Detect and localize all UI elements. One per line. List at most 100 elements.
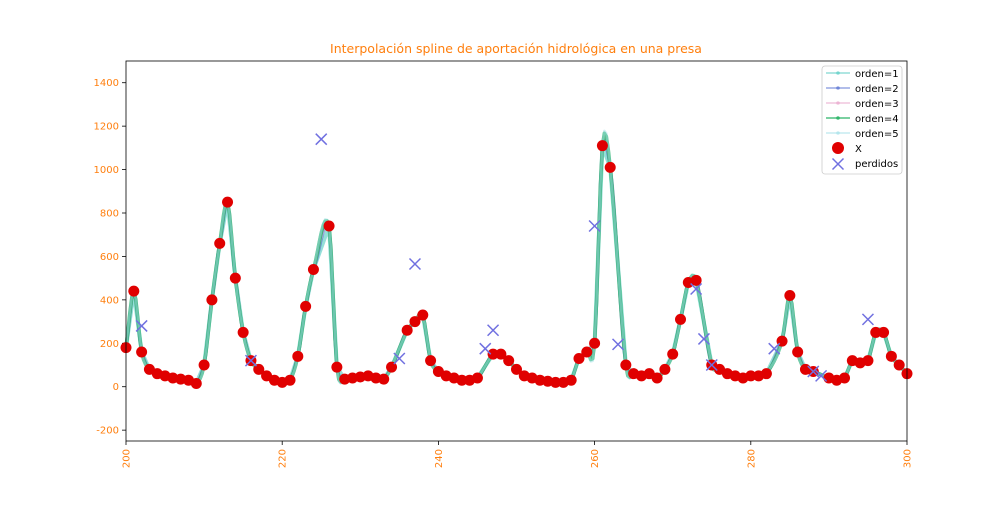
observed-point (307, 263, 319, 275)
missing-point (861, 313, 874, 326)
observed-point (511, 363, 522, 375)
x-tick-label: 200 (122, 449, 133, 468)
missing-point (807, 365, 820, 378)
legend-label-orden3: orden=3 (855, 99, 899, 110)
legend-item-missing: perdidos (831, 157, 898, 171)
observed-point (222, 196, 234, 208)
observed-point (870, 326, 882, 338)
missing-point (611, 338, 625, 351)
missing-point (815, 369, 828, 382)
missing-point (479, 342, 492, 355)
observed-point (292, 350, 304, 362)
missing-point (768, 342, 781, 355)
x-tick-label: 260 (590, 449, 601, 468)
observed-point (190, 377, 202, 389)
y-tick-label: 1000 (94, 165, 119, 176)
missing-point (393, 352, 406, 365)
missing-point (244, 354, 257, 367)
y-tick-label: -200 (96, 426, 119, 437)
observed-point (229, 272, 241, 284)
plot-frame (125, 60, 908, 442)
observed-point (862, 355, 874, 367)
legend-item-orden5: orden=5 (826, 129, 899, 140)
observed-point (214, 237, 226, 249)
y-tick-label: 600 (100, 252, 119, 263)
observed-point (675, 313, 687, 325)
missing-point (487, 324, 500, 337)
missing-point (697, 332, 710, 345)
observed-point (659, 363, 671, 375)
x-tick-label: 300 (903, 449, 914, 468)
observed-point (620, 359, 632, 371)
observed-point (604, 161, 616, 173)
y-tick-label: 200 (100, 339, 119, 350)
observed-point (550, 376, 562, 388)
observed-point (417, 309, 429, 321)
axes: -200 0 200 400 600 800 1000 1200 1400 200 220 240 26… (94, 78, 914, 468)
legend-label-observed: X (855, 144, 862, 155)
legend-label-orden1: orden=1 (855, 69, 899, 80)
legend-item-orden3: orden=3 (826, 99, 899, 110)
observed-point (425, 355, 437, 367)
legend: orden=1 orden=2 orden=3 orden=4 orden=5 (821, 65, 903, 175)
observed-point (792, 346, 804, 358)
y-tick-label: 800 (100, 209, 119, 220)
observed-point (136, 346, 148, 358)
observed-point (573, 352, 585, 364)
observed-point (378, 373, 390, 385)
observed-point (198, 359, 210, 371)
observed-point (893, 359, 905, 371)
observed-point (589, 337, 601, 349)
observed-point (565, 374, 577, 386)
observed-point (784, 290, 796, 302)
observed-point (206, 294, 218, 306)
missing-point (315, 133, 328, 146)
observed-point (401, 324, 413, 336)
points-group (120, 133, 913, 389)
observed-point (300, 300, 312, 312)
y-tick-label: 1400 (94, 78, 119, 89)
legend-label-orden4: orden=4 (855, 114, 899, 125)
missing-point (705, 358, 718, 372)
legend-label-orden5: orden=5 (855, 129, 899, 140)
observed-point (237, 326, 249, 338)
observed-point (471, 372, 483, 384)
observed-point (690, 274, 702, 286)
y-tick-label: 1200 (94, 122, 119, 133)
legend-label-orden2: orden=2 (855, 84, 899, 95)
y-tick-label: 0 (113, 382, 119, 393)
legend-item-orden1: orden=1 (826, 69, 899, 80)
observed-point (284, 374, 296, 386)
missing-point (690, 282, 703, 296)
observed-point (651, 372, 663, 384)
x-tick-label: 220 (278, 449, 289, 468)
observed-point (409, 316, 421, 328)
legend-item-observed: X (832, 142, 862, 155)
missing-point (588, 219, 601, 233)
legend-label-missing: perdidos (855, 159, 898, 170)
observed-point (487, 348, 499, 360)
x-tick-label: 240 (434, 449, 445, 468)
observed-point (745, 370, 757, 382)
chart-title: Interpolación spline de aportación hidro… (330, 41, 702, 56)
legend-item-orden2: orden=2 (826, 84, 899, 95)
observed-point (885, 350, 897, 362)
observed-point (667, 348, 679, 360)
observed-point (596, 140, 608, 152)
observed-point (456, 374, 468, 386)
observed-point (331, 361, 343, 373)
observed-point (760, 368, 772, 380)
observed-point (503, 355, 515, 367)
y-tick-label: 400 (100, 295, 119, 306)
x-tick-label: 280 (746, 449, 757, 468)
legend-item-orden4: orden=4 (826, 114, 899, 125)
observed-point (495, 348, 507, 360)
missing-point (135, 319, 148, 332)
observed-point (581, 346, 593, 358)
observed-point (323, 220, 335, 232)
observed-point (878, 326, 890, 338)
observed-point (128, 285, 140, 297)
missing-point (408, 257, 422, 271)
